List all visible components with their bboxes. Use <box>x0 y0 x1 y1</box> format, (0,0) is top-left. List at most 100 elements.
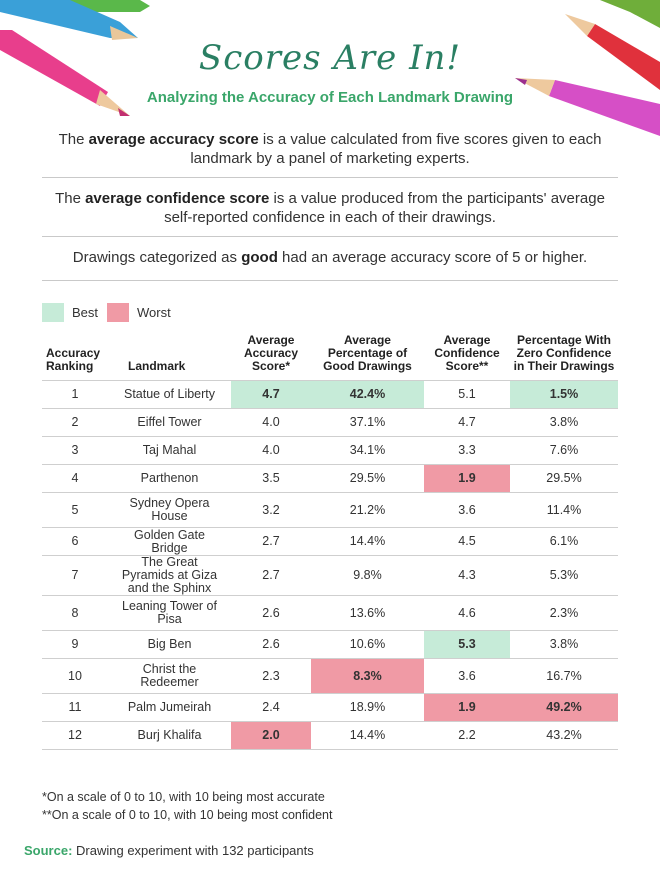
accuracy-score-cell: 4.7 <box>231 380 311 409</box>
table-row: 3 Taj Mahal 4.0 34.1% 3.3 7.6% <box>42 436 618 465</box>
rank-cell: 5 <box>42 492 108 528</box>
accuracy-score-cell: 2.4 <box>231 693 311 722</box>
rank-cell: 12 <box>42 721 108 750</box>
good-percentage-cell: 13.6% <box>311 595 424 631</box>
good-percentage-cell: 18.9% <box>311 693 424 722</box>
accuracy-score-cell: 2.6 <box>231 595 311 631</box>
good-percentage-cell: 14.4% <box>311 527 424 556</box>
confidence-score-cell: 4.3 <box>424 555 510 596</box>
header-accuracy-ranking: Accuracy Ranking <box>46 346 101 373</box>
zero-confidence-cell: 1.5% <box>510 380 618 409</box>
pink-pencil-left <box>0 30 130 116</box>
accuracy-note: The average accuracy score is a value ca… <box>58 131 602 167</box>
zero-confidence-cell: 3.8% <box>510 630 618 659</box>
accuracy-score-cell: 2.7 <box>231 527 311 556</box>
magenta-pencil-right <box>515 78 660 136</box>
table-row: 6 Golden Gate Bridge 2.7 14.4% 4.5 6.1% <box>42 527 618 556</box>
table-row: 7 The Great Pyramids at Giza and the Sphi… <box>42 555 618 596</box>
legend-worst-label: Worst <box>137 304 171 320</box>
zero-confidence-cell: 6.1% <box>510 527 618 556</box>
good-percentage-cell: 29.5% <box>311 464 424 493</box>
rank-cell: 10 <box>42 658 108 694</box>
accuracy-score-cell: 3.5 <box>231 464 311 493</box>
rank-cell: 1 <box>42 380 108 409</box>
blue-pencil-top-left <box>0 0 138 40</box>
accuracy-score-cell: 2.0 <box>231 721 311 750</box>
legend-worst-swatch <box>107 302 129 322</box>
footnote-confidence: **On a scale of 0 to 10, with 10 being m… <box>42 808 333 822</box>
rank-cell: 9 <box>42 630 108 659</box>
good-definition-note: Drawings categorized as good had an aver… <box>72 249 588 266</box>
confidence-score-cell: 3.6 <box>424 658 510 694</box>
table-row: 9 Big Ben 2.6 10.6% 5.3 3.8% <box>42 630 618 659</box>
legend-worst: Worst <box>107 301 171 323</box>
landmark-cell: Parthenon <box>108 464 231 493</box>
header-average-accuracy-score: Average Accuracy Score* <box>243 333 299 373</box>
good-percentage-cell: 21.2% <box>311 492 424 528</box>
header-zero-confidence: Percentage With Zero Confidence in Their… <box>513 333 615 373</box>
zero-confidence-cell: 43.2% <box>510 721 618 750</box>
divider <box>42 236 618 237</box>
landmark-cell: Eiffel Tower <box>108 408 231 437</box>
confidence-score-cell: 4.6 <box>424 595 510 631</box>
rank-cell: 4 <box>42 464 108 493</box>
table-row: 2 Eiffel Tower 4.0 37.1% 4.7 3.8% <box>42 408 618 437</box>
confidence-score-cell: 1.9 <box>424 464 510 493</box>
table-row: 8 Leaning Tower of Pisa 2.6 13.6% 4.6 2.3% <box>42 595 618 631</box>
source-line: Source: Drawing experiment with 132 part… <box>24 843 314 858</box>
landmark-cell: Taj Mahal <box>108 436 231 465</box>
landmark-cell: Big Ben <box>108 630 231 659</box>
rank-cell: 3 <box>42 436 108 465</box>
table-row: 4 Parthenon 3.5 29.5% 1.9 29.5% <box>42 464 618 493</box>
page-title: Scores Are In! <box>198 38 462 78</box>
rank-cell: 11 <box>42 693 108 722</box>
rank-cell: 8 <box>42 595 108 631</box>
zero-confidence-cell: 11.4% <box>510 492 618 528</box>
rank-cell: 2 <box>42 408 108 437</box>
confidence-score-cell: 3.3 <box>424 436 510 465</box>
accuracy-score-cell: 2.3 <box>231 658 311 694</box>
zero-confidence-cell: 2.3% <box>510 595 618 631</box>
good-percentage-cell: 8.3% <box>311 658 424 694</box>
good-percentage-cell: 42.4% <box>311 380 424 409</box>
good-percentage-cell: 9.8% <box>311 555 424 596</box>
confidence-score-cell: 5.3 <box>424 630 510 659</box>
table-header-row: Accuracy Ranking Landmark Average Accura… <box>42 332 618 381</box>
table-row: 11 Palm Jumeirah 2.4 18.9% 1.9 49.2% <box>42 693 618 722</box>
landmark-cell: Christ the Redeemer <box>108 658 231 694</box>
zero-confidence-cell: 5.3% <box>510 555 618 596</box>
confidence-score-cell: 3.6 <box>424 492 510 528</box>
confidence-score-cell: 2.2 <box>424 721 510 750</box>
rank-cell: 6 <box>42 527 108 556</box>
zero-confidence-cell: 7.6% <box>510 436 618 465</box>
landmark-cell: Sydney Opera House <box>108 492 231 528</box>
table-row: 12 Burj Khalifa 2.0 14.4% 2.2 43.2% <box>42 721 618 750</box>
accuracy-score-cell: 3.2 <box>231 492 311 528</box>
divider <box>42 280 618 281</box>
zero-confidence-cell: 16.7% <box>510 658 618 694</box>
source-text: Drawing experiment with 132 participants <box>72 843 314 858</box>
header-average-confidence-score: Average Confidence Score** <box>434 333 500 373</box>
confidence-score-cell: 5.1 <box>424 380 510 409</box>
confidence-score-cell: 1.9 <box>424 693 510 722</box>
header-landmark: Landmark <box>128 359 186 373</box>
table-row: 1 Statue of Liberty 4.7 42.4% 5.1 1.5% <box>42 380 618 409</box>
red-pencil-right <box>565 14 660 90</box>
header-average-percentage-good: Average Percentage of Good Drawings <box>323 333 412 373</box>
rank-cell: 7 <box>42 555 108 596</box>
table-row: 5 Sydney Opera House 3.2 21.2% 3.6 11.4% <box>42 492 618 528</box>
table-row: 10 Christ the Redeemer 2.3 8.3% 3.6 16.7% <box>42 658 618 694</box>
accuracy-score-cell: 2.7 <box>231 555 311 596</box>
page-subtitle: Analyzing the Accuracy of Each Landmark … <box>146 89 514 106</box>
zero-confidence-cell: 49.2% <box>510 693 618 722</box>
footnote-accuracy: *On a scale of 0 to 10, with 10 being mo… <box>42 790 325 804</box>
legend-best: Best <box>42 301 98 323</box>
source-label: Source: <box>24 843 73 858</box>
good-percentage-cell: 10.6% <box>311 630 424 659</box>
good-percentage-cell: 34.1% <box>311 436 424 465</box>
confidence-score-cell: 4.7 <box>424 408 510 437</box>
legend-best-swatch <box>42 302 64 322</box>
good-percentage-cell: 37.1% <box>311 408 424 437</box>
landmark-cell: Burj Khalifa <box>108 721 231 750</box>
accuracy-score-cell: 2.6 <box>231 630 311 659</box>
